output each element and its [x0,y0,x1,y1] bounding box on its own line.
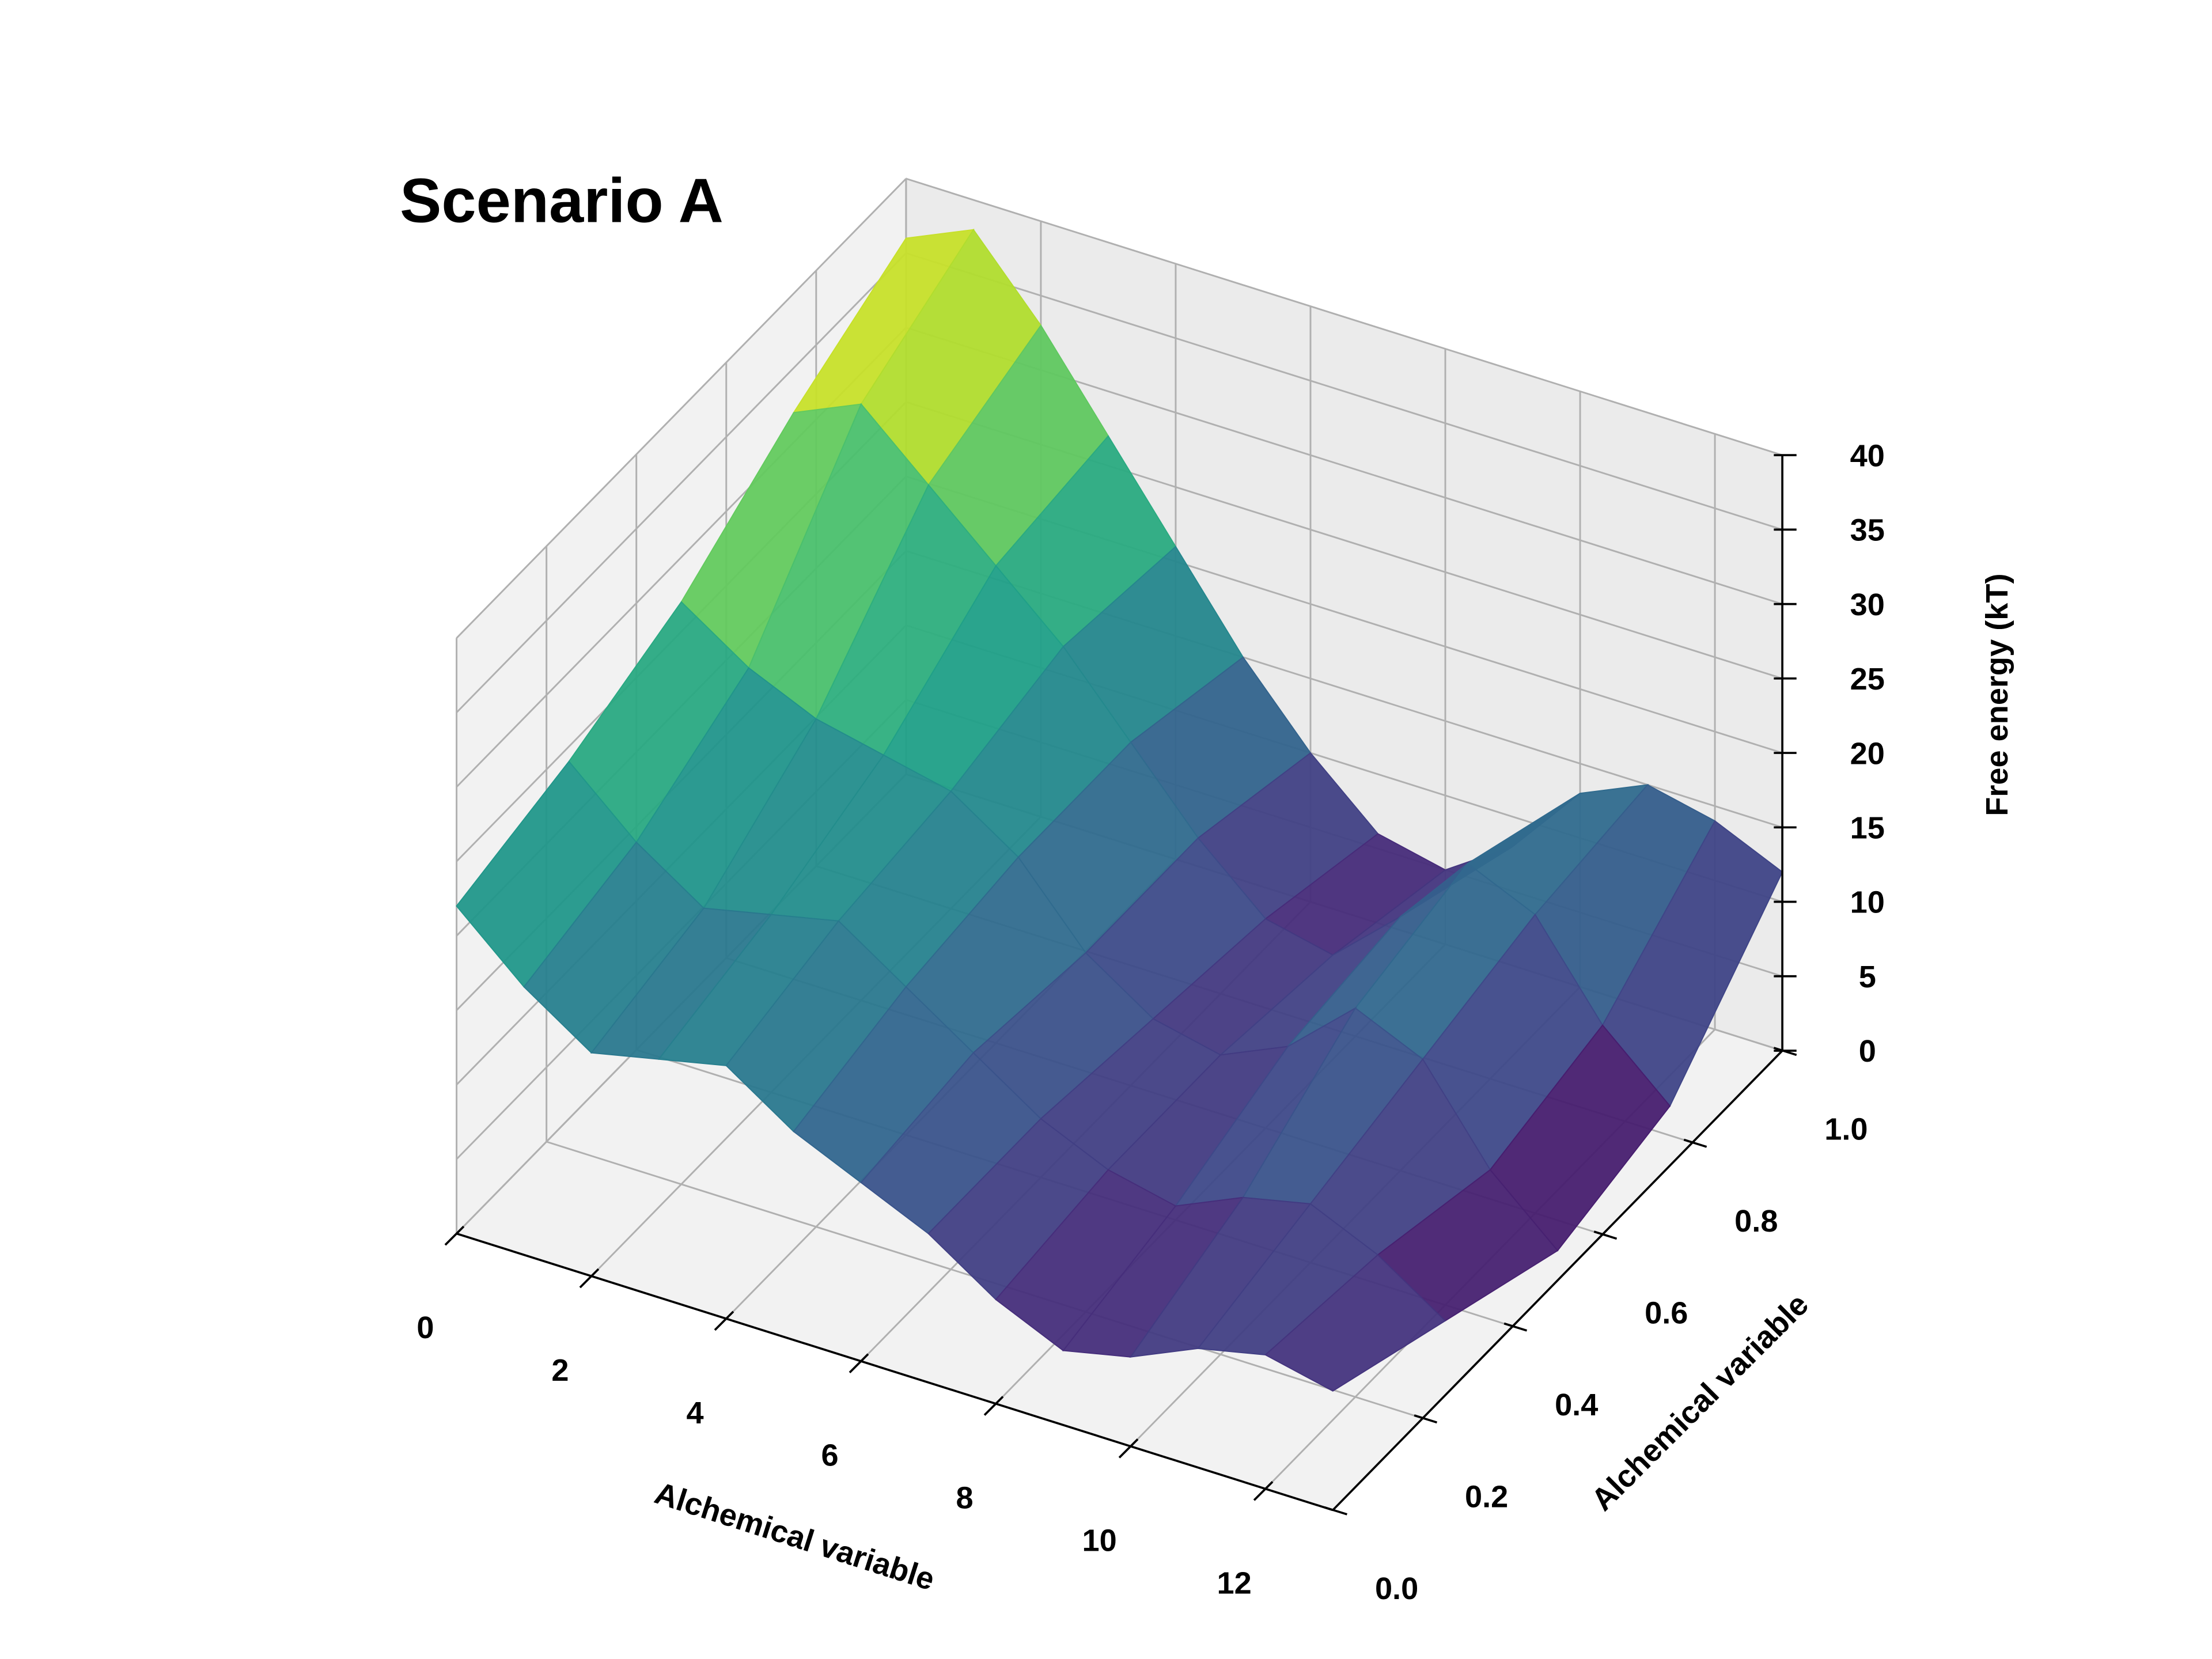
tick-mark [1683,1138,1707,1148]
y-tick-label: 1.0 [1824,1112,1868,1147]
z-tick-label: 0 [1859,1034,1876,1069]
x-tick-label: 10 [1082,1523,1116,1558]
x-tick-label: 0 [416,1310,434,1345]
x-tick-label: 6 [821,1438,838,1473]
grid-line [906,177,1783,456]
x-tick-label: 4 [686,1396,703,1430]
x-tick-label: 2 [551,1353,569,1388]
tick-mark [1253,1480,1274,1501]
tick-mark [579,1268,600,1289]
axes: 0 2 4 6 8 10 12 0.0 0.2 0.4 0.6 0.8 1.0 0 5 10 15 20 25 30 3… [416,438,1885,1606]
z-axis-label: Free energy (kT) [1980,574,2014,816]
tick-mark [849,1353,869,1374]
grid-line [456,252,907,713]
y-tick-label: 0.2 [1465,1480,1508,1514]
y-tick-label: 0.0 [1375,1571,1418,1606]
z-tick-label: 10 [1850,885,1885,920]
tick-mark [983,1396,1004,1416]
tick-mark [1118,1438,1139,1459]
y-tick-label: 0.4 [1555,1388,1598,1422]
z-tick-label: 25 [1850,662,1885,696]
tick-mark [1593,1230,1618,1240]
z-tick-label: 5 [1859,960,1876,994]
z-tick-label: 20 [1850,736,1885,771]
tick-mark [1503,1322,1528,1332]
z-tick-label: 35 [1850,513,1885,548]
grid-line [456,178,907,639]
chart-title: Scenario A [400,166,724,236]
tick-mark [1414,1414,1438,1424]
y-axis-label: Alchemical variable [1585,1287,1815,1517]
x-tick-label: 8 [956,1481,974,1516]
plot-area: 0 2 4 6 8 10 12 0.0 0.2 0.4 0.6 0.8 1.0 0 5 10 15 20 25 30 3… [400,166,2014,1607]
x-tick-label: 12 [1217,1566,1252,1600]
tick-mark [714,1310,734,1331]
x-axis-line [456,1232,1334,1512]
surface [456,229,1783,1392]
y-axis-line [1332,1050,1783,1511]
x-axis-label: Alchemical variable [651,1476,939,1597]
z-tick-label: 30 [1850,588,1885,622]
y-tick-label: 0.8 [1734,1204,1778,1238]
grid-line [906,252,1783,531]
z-tick-label: 15 [1850,811,1885,846]
y-tick-label: 0.6 [1645,1296,1688,1331]
tick-mark [1324,1506,1347,1516]
tick-mark [444,1225,465,1246]
z-tick-label: 40 [1850,438,1885,473]
surface-face [1264,1254,1446,1392]
